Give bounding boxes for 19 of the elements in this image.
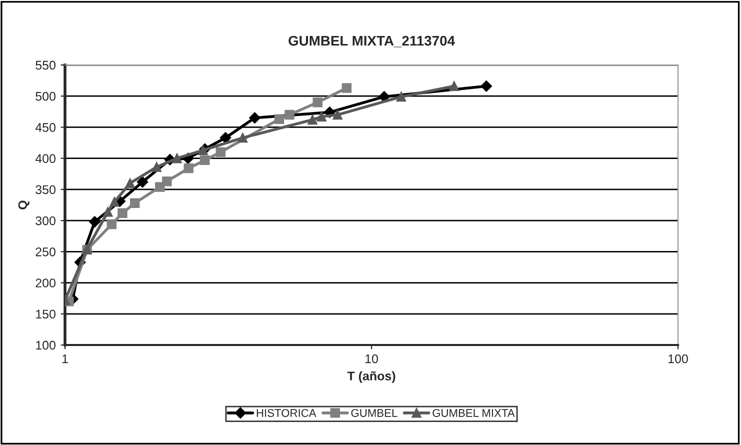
y-tick-label: 300	[36, 216, 56, 226]
x-tick-label: 1	[62, 354, 68, 364]
x-axis-title: T (años)	[347, 371, 396, 383]
y-tick-label: 350	[36, 185, 56, 194]
legend-label: GUMBEL	[351, 409, 398, 417]
y-tick-label: 550	[36, 60, 56, 70]
x-tick-label: 100	[668, 354, 688, 364]
y-tick-label: 100	[36, 340, 56, 350]
x-tick-label: 10	[366, 354, 378, 364]
y-tick-label: 200	[36, 278, 56, 288]
y-axis-title: Q	[18, 200, 30, 210]
y-tick-label: 150	[36, 310, 56, 319]
legend-label: HISTORICA	[256, 409, 316, 417]
legend-label: GUMBEL MIXTA	[432, 409, 515, 417]
y-tick-label: 500	[36, 92, 56, 101]
y-tick-label: 450	[35, 123, 56, 132]
y-tick-label: 400	[35, 154, 56, 163]
y-tick-label: 250	[36, 247, 56, 256]
chart-title: GUMBEL MIXTA_2113704	[288, 36, 455, 48]
